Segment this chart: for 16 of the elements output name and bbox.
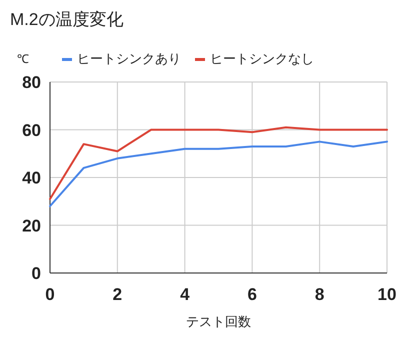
xtick: 0 xyxy=(45,285,55,304)
legend: ヒートシンクなし xyxy=(210,51,314,66)
ytick: 60 xyxy=(22,120,41,140)
xtick: 2 xyxy=(112,285,122,304)
xlabel: テスト回数 xyxy=(186,314,251,329)
xtick: 10 xyxy=(378,285,396,304)
ylabel: ℃ xyxy=(17,52,29,66)
legend: ヒートシンクあり xyxy=(77,51,181,66)
ytick: 0 xyxy=(32,264,41,283)
title: M.2の温度変化 xyxy=(10,10,124,29)
ytick: 80 xyxy=(22,73,41,92)
ytick: 20 xyxy=(22,216,41,236)
ytick: 40 xyxy=(22,168,41,188)
xtick: 4 xyxy=(180,285,190,304)
xtick: 6 xyxy=(247,285,257,304)
xtick: 8 xyxy=(314,285,324,304)
